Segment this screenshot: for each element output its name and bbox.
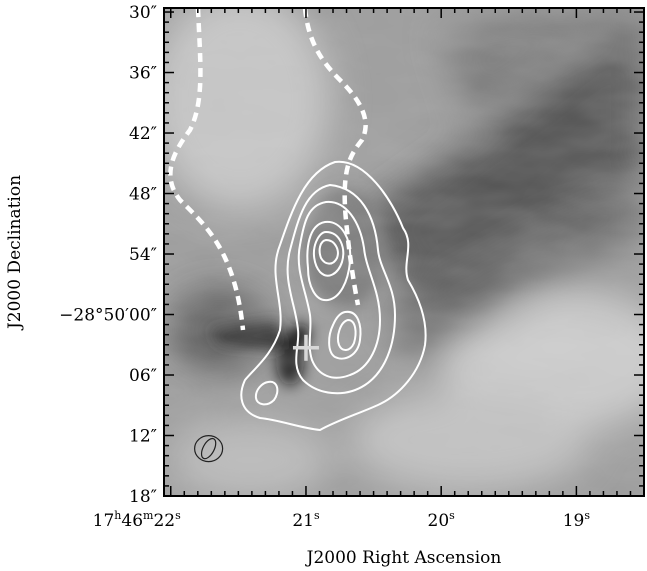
contour-west-blob: [254, 380, 279, 406]
dashed-line-left: [168, 8, 246, 331]
heatmap-image: [164, 8, 644, 496]
y-tick-label: 36″: [129, 64, 157, 84]
y-tick-label: 30″: [129, 3, 157, 23]
y-tick-labels: 30″ 36″ 42″ 48″ 54″ −28°50′00″ 06″ 12″ 18″: [59, 3, 157, 507]
contour-level-6: [318, 238, 339, 265]
contours: [240, 160, 427, 432]
x-tick-label: 20s: [428, 509, 456, 531]
x-tick-labels: 17h46m22s 21s 20s 19s: [93, 509, 591, 531]
axis-ticks: [164, 8, 644, 497]
dashed-line-right: [302, 8, 368, 306]
contour-south-peak-1: [328, 310, 362, 360]
contour-level-2: [286, 183, 397, 395]
y-tick-label: −28°50′00″: [59, 306, 157, 326]
contour-level-4: [306, 220, 352, 302]
contour-level-3: [297, 200, 382, 379]
y-tick-label: 48″: [129, 185, 157, 205]
y-tick-label: 42″: [129, 124, 157, 144]
dashed-boundary-lines: [168, 8, 368, 331]
x-tick-label: 17h46m22s: [93, 509, 181, 531]
cross-marker: [292, 334, 319, 361]
x-tick-label: 19s: [563, 509, 591, 531]
beam-ellipse: [194, 435, 224, 463]
y-tick-label: 54″: [129, 245, 157, 265]
x-tick-label: 21s: [292, 509, 320, 531]
contour-south-peak-2: [337, 318, 357, 351]
y-tick-label: 06″: [129, 366, 157, 386]
contour-level-1: [240, 160, 427, 432]
plot-frame: [163, 7, 645, 497]
y-tick-label: 18″: [129, 487, 157, 507]
contour-level-5: [312, 230, 345, 277]
y-axis-title: J2000 Declination: [5, 175, 25, 331]
x-axis-title: J2000 Right Ascension: [305, 548, 502, 568]
y-tick-label: 12″: [129, 427, 157, 447]
